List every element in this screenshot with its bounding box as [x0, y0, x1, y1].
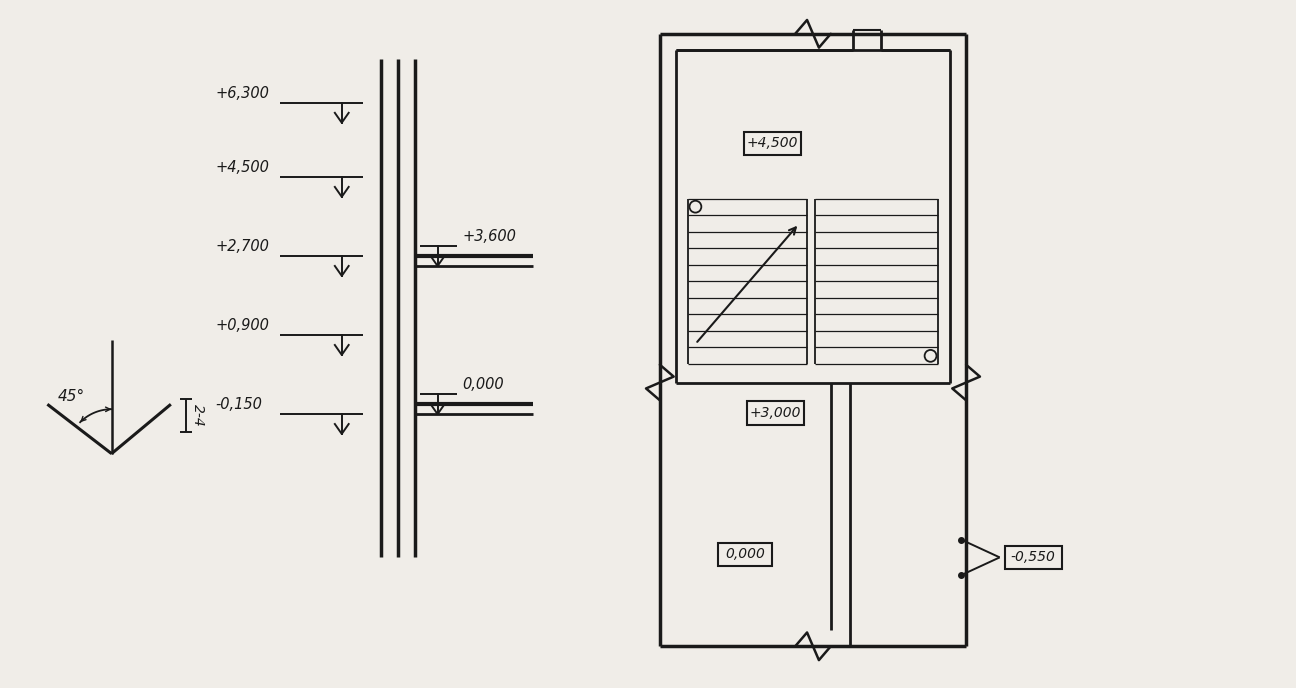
Bar — [1004, 546, 1061, 569]
Text: +3,000: +3,000 — [749, 406, 801, 420]
Text: +0,900: +0,900 — [215, 318, 270, 333]
Text: -0,550: -0,550 — [1011, 550, 1056, 564]
Bar — [744, 131, 801, 155]
Text: 0,000: 0,000 — [724, 548, 765, 561]
Text: +3,600: +3,600 — [463, 229, 516, 244]
Bar — [718, 543, 772, 566]
Text: -0,150: -0,150 — [215, 397, 262, 412]
Text: 45°: 45° — [57, 389, 84, 405]
Text: 0,000: 0,000 — [463, 378, 504, 392]
Bar — [746, 401, 804, 425]
Text: +4,500: +4,500 — [746, 136, 798, 151]
Text: +2,700: +2,700 — [215, 239, 270, 254]
Text: +6,300: +6,300 — [215, 86, 270, 101]
Text: +4,500: +4,500 — [215, 160, 270, 175]
Text: 2-4: 2-4 — [191, 405, 205, 427]
